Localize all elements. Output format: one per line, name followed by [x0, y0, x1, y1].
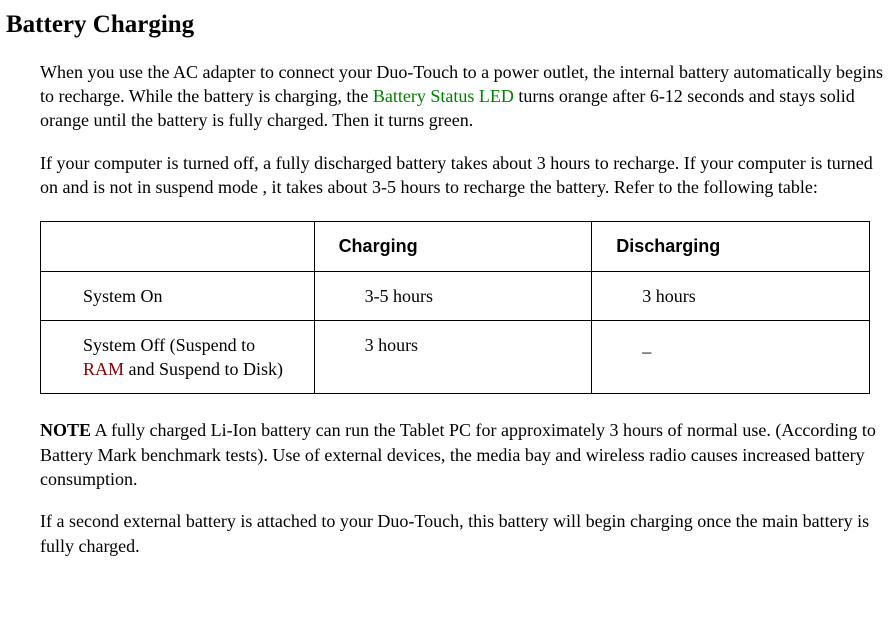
- ram-link[interactable]: RAM: [83, 359, 124, 379]
- row1-discharging: 3 hours: [592, 271, 870, 320]
- intro-paragraph-2: If your computer is turned off, a fully …: [40, 151, 883, 200]
- page-title: Battery Charging: [6, 8, 893, 42]
- header-charging: Charging: [314, 222, 592, 271]
- table-row: System On 3-5 hours 3 hours: [41, 271, 870, 320]
- header-discharging: Discharging: [592, 222, 870, 271]
- row2-label: System Off (Suspend to RAM and Suspend t…: [41, 320, 315, 394]
- charging-table: Charging Discharging System On 3-5 hours…: [40, 221, 870, 394]
- document-body: When you use the AC adapter to connect y…: [40, 60, 883, 558]
- row2-label-pre: System Off (Suspend to: [83, 335, 255, 355]
- header-blank: [41, 222, 315, 271]
- row2-label-post: and Suspend to Disk): [124, 359, 283, 379]
- row1-label-pre: System On: [83, 286, 163, 306]
- row1-label: System On: [41, 271, 315, 320]
- note-text: A fully charged Li-Ion battery can run t…: [40, 420, 876, 489]
- second-battery-paragraph: If a second external battery is attached…: [40, 509, 883, 558]
- table-row: System Off (Suspend to RAM and Suspend t…: [41, 320, 870, 394]
- row2-charging: 3 hours: [314, 320, 592, 394]
- note-label: NOTE: [40, 420, 91, 440]
- table-header-row: Charging Discharging: [41, 222, 870, 271]
- note-paragraph: NOTE A fully charged Li-Ion battery can …: [40, 418, 883, 491]
- intro-paragraph-1: When you use the AC adapter to connect y…: [40, 60, 883, 133]
- row2-discharging: _: [592, 320, 870, 394]
- battery-status-led-link[interactable]: Battery Status LED: [373, 86, 514, 106]
- row1-charging: 3-5 hours: [314, 271, 592, 320]
